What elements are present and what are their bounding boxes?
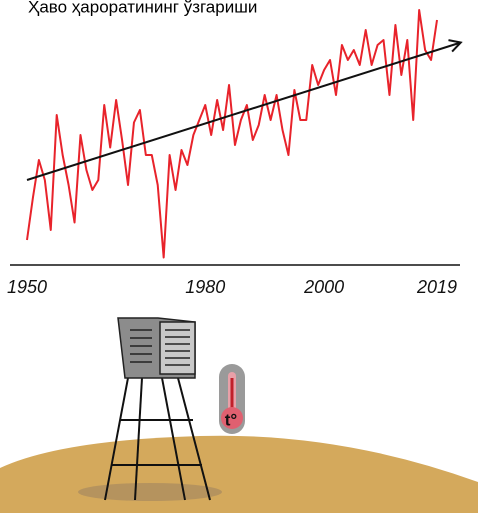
x-tick-label: 2000 [303, 277, 344, 297]
x-tick-label: 2019 [416, 277, 457, 297]
x-tick-label: 1980 [185, 277, 225, 297]
station-legs [104, 377, 211, 501]
chart-title: Ҳаво ҳароратининг ўзгариши [28, 0, 257, 16]
thermometer: t° [219, 364, 245, 434]
shadow [78, 483, 222, 501]
station-box [117, 317, 196, 379]
hill [0, 435, 478, 513]
temperature-line [26, 9, 438, 259]
x-tick-label: 1950 [7, 277, 47, 297]
thermometer-label: t° [225, 410, 238, 429]
illustration: t° [0, 317, 478, 513]
trend-arrow [26, 43, 461, 181]
